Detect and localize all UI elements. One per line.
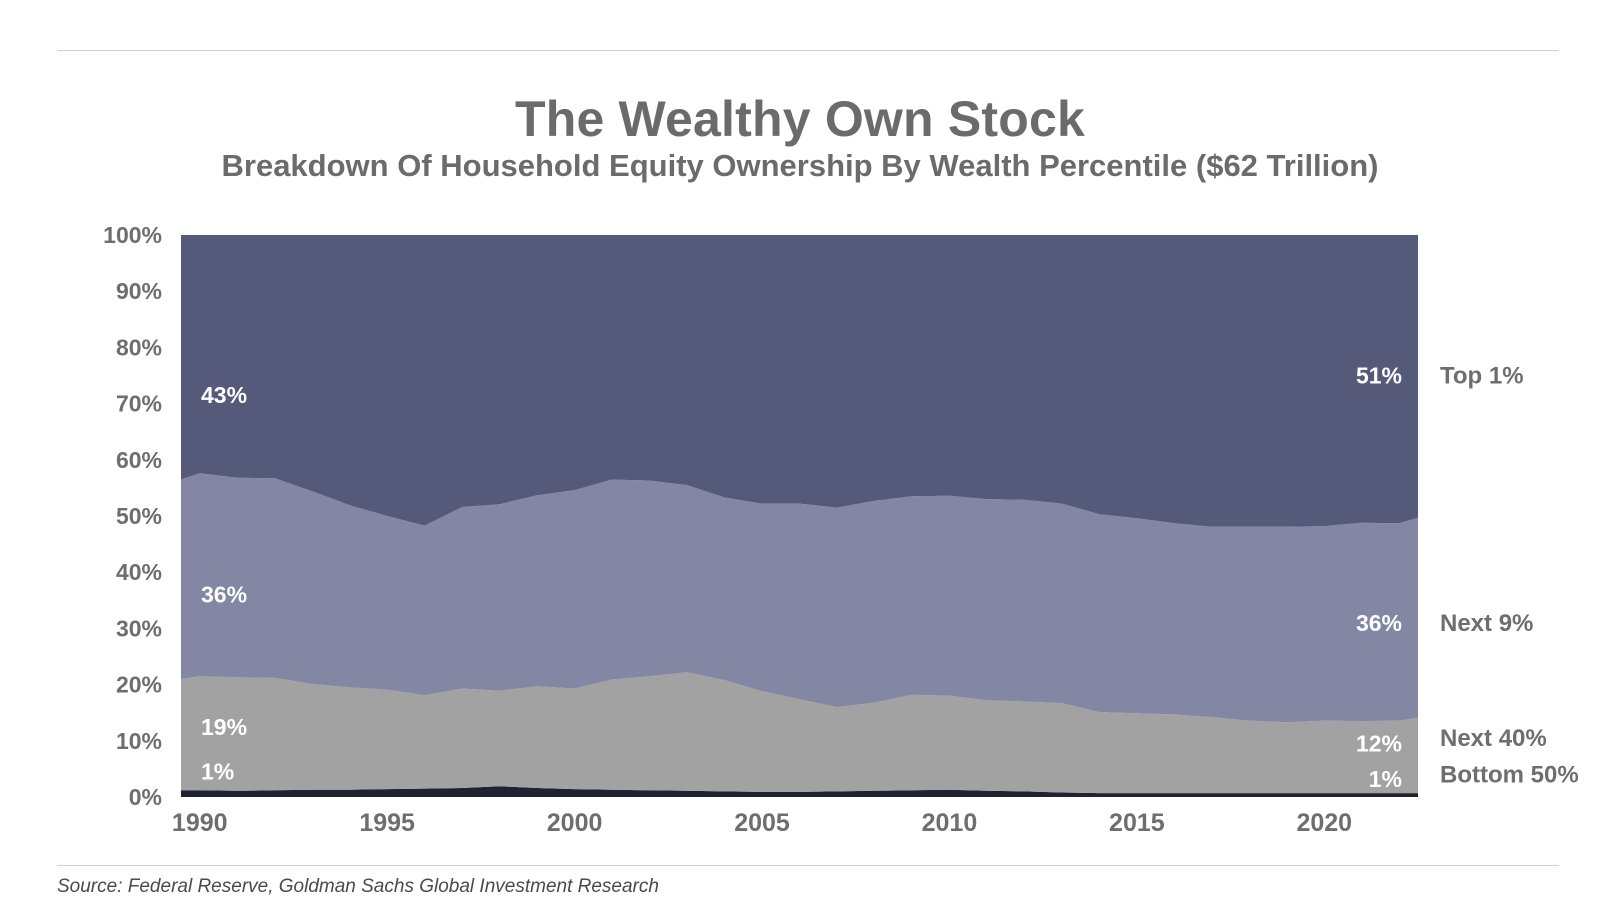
area-next-9 (181, 473, 1418, 723)
x-tick-label: 2000 (547, 809, 603, 837)
top-divider (57, 50, 1559, 51)
y-tick-label: 50% (116, 503, 162, 529)
label-end-next-40: 12% (1356, 731, 1402, 757)
stacked-area-chart: 0% 10% 20% 30% 40% 50% 60% 70% 80% 90% 100% 1990 199… (103, 222, 1579, 837)
x-tick-label: 2015 (1109, 809, 1165, 837)
label-start-next-9: 36% (201, 582, 247, 608)
x-tick-label: 2005 (734, 809, 790, 837)
y-tick-label: 0% (129, 784, 162, 810)
legend-next-9: Next 9% (1440, 610, 1533, 637)
legend-top-1: Top 1% (1440, 363, 1524, 390)
label-start-bottom-50: 1% (201, 759, 234, 785)
label-start-top-1: 43% (201, 382, 247, 408)
y-tick-label: 30% (116, 615, 162, 641)
area-top-1 (181, 235, 1418, 527)
label-end-next-9: 36% (1356, 610, 1402, 636)
y-tick-label: 10% (116, 728, 162, 754)
source-note: Source: Federal Reserve, Goldman Sachs G… (57, 876, 659, 897)
y-tick-label: 60% (116, 447, 162, 473)
y-tick-label: 70% (116, 391, 162, 417)
x-tick-label: 1995 (359, 809, 415, 837)
x-tick-label: 2010 (922, 809, 978, 837)
chart-title: The Wealthy Own Stock (514, 91, 1086, 147)
y-tick-label: 100% (103, 222, 162, 248)
label-end-top-1: 51% (1356, 363, 1402, 389)
chart-subtitle: Breakdown Of Household Equity Ownership … (221, 148, 1379, 183)
label-start-next-40: 19% (201, 714, 247, 740)
y-tick-label: 40% (116, 559, 162, 585)
x-tick-label: 2020 (1296, 809, 1352, 837)
legend-next-40: Next 40% (1440, 725, 1547, 752)
area-next-40 (181, 672, 1418, 794)
label-end-bottom-50: 1% (1369, 766, 1402, 792)
x-tick-label: 1990 (172, 809, 228, 837)
y-tick-label: 20% (116, 672, 162, 698)
bottom-divider (57, 865, 1559, 866)
legend-bottom-50: Bottom 50% (1440, 762, 1579, 789)
area-bottom-50 (181, 786, 1418, 797)
y-tick-label: 90% (116, 278, 162, 304)
y-tick-label: 80% (116, 334, 162, 360)
